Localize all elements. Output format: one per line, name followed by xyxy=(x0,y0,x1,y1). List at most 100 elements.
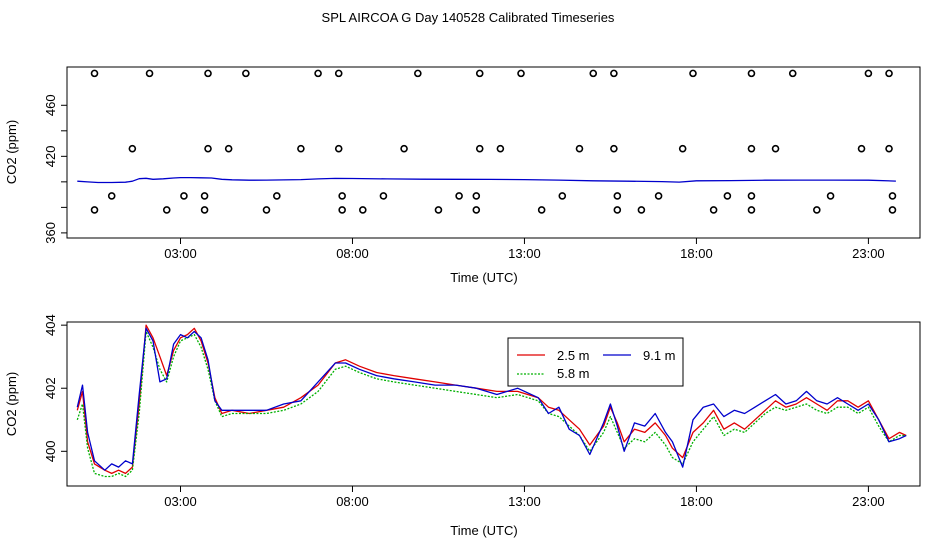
x-axis-ticks: 03:00 08:00 13:00 18:00 23:00 xyxy=(164,238,885,261)
outlier-point xyxy=(128,144,137,153)
outlier-point xyxy=(613,192,622,200)
panel-bottom: 03:00 08:00 13:00 18:00 23:00 400 402 404 Time… xyxy=(4,314,921,538)
legend: 2.5 m 5.8 m 9.1 m xyxy=(507,337,684,387)
outlier-point xyxy=(358,206,367,214)
outlier-point xyxy=(813,206,821,214)
outlier-point xyxy=(200,192,209,200)
x-tick-label: 08:00 xyxy=(336,246,369,261)
y-axis-ticks: 400 402 404 xyxy=(43,314,67,462)
legend-label-9-1m: 9.1 m xyxy=(643,348,676,363)
outlier-point xyxy=(334,144,343,153)
outlier-point xyxy=(338,206,346,214)
y-tick-label: 420 xyxy=(43,145,58,167)
outlier-point xyxy=(414,69,422,78)
outlier-point xyxy=(297,144,305,153)
outlier-point xyxy=(434,206,443,214)
outlier-point xyxy=(338,192,346,200)
outlier-point xyxy=(747,144,756,153)
legend-box xyxy=(507,337,684,387)
y-tick-label: 404 xyxy=(43,314,58,336)
outlier-point xyxy=(517,69,525,78)
outlier-point xyxy=(107,192,116,200)
x-tick-label: 03:00 xyxy=(164,494,197,509)
series-line-9-1-m xyxy=(76,327,907,471)
outlier-point xyxy=(224,144,233,153)
outlier-point xyxy=(496,144,505,153)
x-tick-label: 23:00 xyxy=(852,494,885,509)
legend-label-2-5m: 2.5 m xyxy=(557,348,590,363)
outlier-point xyxy=(558,192,567,200)
outlier-point xyxy=(747,206,756,214)
x-tick-label: 13:00 xyxy=(508,246,541,261)
panel-top: 03:00 08:00 13:00 18:00 23:00 360 420 460 Time… xyxy=(4,66,921,285)
series-lines xyxy=(76,324,907,478)
outlier-point xyxy=(723,192,732,200)
x-tick-label: 08:00 xyxy=(336,494,369,509)
outlier-point xyxy=(888,206,897,214)
outlier-point xyxy=(610,144,618,153)
x-tick-label: 18:00 xyxy=(680,494,713,509)
x-tick-label: 13:00 xyxy=(508,494,541,509)
outlier-point xyxy=(180,192,188,200)
y-tick-label: 400 xyxy=(43,440,58,462)
outlier-point xyxy=(654,192,663,200)
plot-frame-bottom xyxy=(66,321,921,487)
outlier-point xyxy=(689,69,697,78)
outlier-point xyxy=(885,69,893,78)
outlier-point xyxy=(610,69,618,78)
outlier-point xyxy=(747,69,756,78)
outlier-point xyxy=(885,144,893,153)
outlier-point xyxy=(888,192,897,200)
outlier-point xyxy=(709,206,718,214)
outlier-point xyxy=(637,206,646,214)
outlier-point xyxy=(204,69,212,78)
outlier-point xyxy=(455,192,463,200)
y-tick-label: 402 xyxy=(43,377,58,399)
outlier-point xyxy=(262,206,271,214)
series-line-2-5-m xyxy=(76,324,907,475)
outlier-point xyxy=(379,192,388,200)
outlier-point xyxy=(613,206,622,214)
chart-title: SPL AIRCOA G Day 140528 Calibrated Times… xyxy=(322,10,615,25)
outlier-point xyxy=(475,69,484,78)
plot-frame-top xyxy=(66,66,921,239)
outlier-point xyxy=(826,192,835,200)
series-line xyxy=(77,176,896,184)
y-tick-label: 360 xyxy=(43,222,58,244)
outlier-point xyxy=(788,69,797,78)
y-tick-label: 460 xyxy=(43,94,58,116)
outlier-point xyxy=(472,206,481,214)
y-axis-label: CO2 (ppm) xyxy=(4,372,19,436)
outlier-point xyxy=(575,144,584,153)
outlier-point xyxy=(145,69,154,78)
x-axis-ticks: 03:00 08:00 13:00 18:00 23:00 xyxy=(164,486,885,509)
x-tick-label: 03:00 xyxy=(164,246,197,261)
outlier-points xyxy=(90,69,897,214)
outlier-point xyxy=(747,192,756,200)
series-lines xyxy=(77,176,896,184)
y-axis-label: CO2 (ppm) xyxy=(4,120,19,184)
x-axis-label: Time (UTC) xyxy=(450,270,517,285)
outlier-point xyxy=(537,206,546,214)
outlier-point xyxy=(678,144,687,153)
legend-label-5-8m: 5.8 m xyxy=(557,366,590,381)
outlier-point xyxy=(334,69,343,78)
outlier-point xyxy=(589,69,598,78)
outlier-point xyxy=(200,206,209,214)
outlier-point xyxy=(475,144,484,153)
outlier-point xyxy=(273,192,281,200)
x-axis-label: Time (UTC) xyxy=(450,523,517,538)
outlier-point xyxy=(400,144,408,153)
y-axis-ticks: 360 420 460 xyxy=(43,94,67,244)
outlier-point xyxy=(864,69,873,78)
outlier-point xyxy=(771,144,780,153)
outlier-point xyxy=(162,206,171,214)
x-tick-label: 23:00 xyxy=(852,246,885,261)
outlier-point xyxy=(857,144,866,153)
x-tick-label: 18:00 xyxy=(680,246,713,261)
outlier-point xyxy=(90,206,99,214)
outlier-point xyxy=(204,144,212,153)
outlier-point xyxy=(90,69,99,78)
